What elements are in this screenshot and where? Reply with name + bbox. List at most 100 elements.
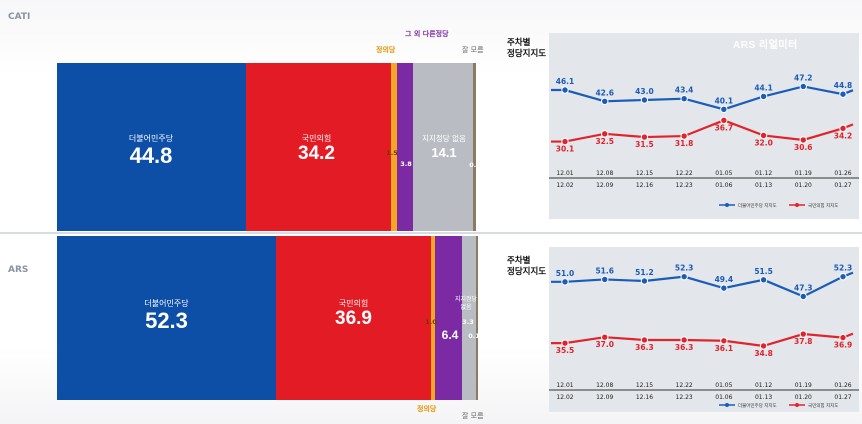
legend-label: 더불어민주당 지지도 [738, 402, 777, 409]
line-chart-bottom: 51.0 51.6 51.2 52.3 49.4 51.5 47.3 52.3 35.5 37.0… [549, 264, 859, 409]
ars-stacked-bar: 더불어민주당 52.3 국민의힘 36.9 1.0 6.4 지지정당 없음 3.… [57, 236, 480, 400]
data-label: 44.8 [834, 81, 853, 90]
data-point [561, 339, 569, 347]
x-tick-label: 12.23 [676, 394, 693, 401]
data-point [839, 90, 847, 98]
callout-justice: 정의당 [376, 46, 396, 54]
x-tick-label: 01.26 [834, 170, 851, 177]
bar-segment-justice [390, 63, 397, 231]
data-label: 35.5 [556, 346, 575, 355]
legend-label: 국민의힘 지지도 [808, 202, 838, 209]
data-point [759, 131, 768, 140]
data-label: 34.8 [754, 349, 773, 358]
segment-value-justice: 1.5 [386, 149, 398, 157]
data-label: 52.3 [834, 264, 853, 273]
legend-label: 더불어민주당 지지도 [738, 202, 777, 209]
data-point [799, 136, 807, 144]
x-tick-label: 01.12 [755, 382, 772, 389]
bar-segment-dont-know [472, 63, 476, 231]
data-point [601, 275, 609, 284]
data-point [680, 95, 688, 103]
segment-value-no-party: 14.1 [431, 145, 457, 160]
data-point [561, 137, 569, 146]
x-tick-label: 12.15 [636, 170, 653, 177]
data-point [640, 336, 649, 344]
x-tick-label: 01.19 [795, 382, 812, 389]
line-panel-top: 46.1 42.6 43.0 43.4 40.1 44.1 47.2 44.8 30.1 32.5… [549, 33, 859, 219]
segment-value-dont-know: 0.1 [468, 332, 480, 340]
data-label: 36.3 [635, 343, 654, 352]
cati-stacked-bar: 더불어민주당 44.8 국민의힘 34.2 1.5 3.8 지지정당 없음 14… [57, 63, 481, 231]
line-panel-bottom: 51.0 51.6 51.2 52.3 49.4 51.5 47.3 52.3 35.5 37.0… [549, 247, 859, 412]
x-tick-label: 01.06 [715, 182, 732, 189]
data-point [759, 342, 768, 350]
brand-label: ARS 리얼미터 [733, 40, 798, 51]
data-point [720, 105, 728, 114]
data-point [799, 330, 807, 338]
x-tick-label: 12.16 [636, 182, 653, 189]
bar-segment-other-party [434, 236, 462, 400]
x-tick-label: 01.13 [755, 394, 772, 401]
x-tick-label: 12.09 [596, 394, 613, 401]
x-tick-label: 12.22 [676, 170, 693, 177]
data-point [601, 130, 609, 138]
x-tick-label: 01.20 [795, 394, 812, 401]
segment-label-no-party: 지지정당 없음 [454, 296, 478, 311]
data-label: 51.2 [635, 268, 654, 277]
segment-value-no-party: 3.3 [462, 318, 474, 326]
legend-swatch-dot [725, 403, 729, 407]
data-label: 36.9 [834, 341, 853, 350]
x-tick-label: 12.02 [556, 182, 573, 189]
x-tick-label: 01.12 [755, 170, 772, 177]
data-label: 51.0 [556, 269, 575, 278]
data-label: 40.1 [715, 96, 734, 105]
segment-value-justice: 1.0 [425, 318, 437, 326]
segment-label-ppp: 국민의힘 [301, 134, 332, 143]
section-divider [0, 232, 862, 234]
callout-dont-know: 잘 모름 [462, 46, 484, 54]
data-label: 42.6 [595, 88, 614, 97]
segment-value-other-party: 6.4 [441, 328, 459, 342]
segment-label-ppp: 국민의힘 [338, 299, 369, 308]
data-label: 37.8 [794, 337, 813, 346]
legend-swatch-dot [795, 203, 799, 207]
legend-swatch-dot [795, 403, 799, 407]
callout-other-party: 그 외 다른정당 [405, 30, 449, 38]
data-point [640, 96, 649, 104]
x-tick-label: 12.08 [596, 382, 613, 389]
bar-segment-ppp [276, 236, 431, 400]
data-point [839, 272, 847, 281]
x-tick-label: 01.27 [834, 394, 851, 401]
data-label: 47.2 [794, 73, 813, 82]
bar-segment-justice [430, 236, 435, 400]
x-tick-label: 01.06 [715, 394, 732, 401]
x-tick-label: 12.01 [556, 382, 573, 389]
callout-dont-know: 잘 모름 [462, 412, 484, 420]
data-label: 51.5 [754, 267, 773, 276]
bar-segment-other-party [397, 63, 414, 231]
segment-value-democratic: 44.8 [129, 143, 173, 168]
data-label: 36.3 [675, 343, 694, 352]
data-label: 32.5 [595, 137, 614, 146]
bar-segment-dont-know [475, 236, 478, 400]
x-tick-label: 12.15 [636, 382, 653, 389]
data-point [839, 333, 847, 342]
segment-value-democratic: 52.3 [145, 308, 188, 333]
line-chart-top: 46.1 42.6 43.0 43.4 40.1 44.1 47.2 44.8 30.1 32.5… [549, 73, 859, 209]
data-label: 31.8 [675, 139, 694, 148]
segment-value-dont-know: 0.8 [469, 161, 481, 169]
series-line-1 [551, 332, 854, 348]
data-point [680, 132, 688, 140]
x-tick-label: 12.01 [556, 170, 573, 177]
segment-value-ppp: 36.9 [335, 308, 372, 329]
data-label: 30.6 [794, 143, 813, 152]
x-tick-label: 01.13 [755, 182, 772, 189]
data-label: 36.1 [715, 344, 734, 353]
data-point [640, 277, 649, 285]
data-label: 47.3 [794, 283, 813, 292]
data-point [561, 278, 569, 286]
data-label: 44.1 [754, 83, 773, 92]
data-label: 49.4 [715, 275, 734, 284]
series-line-0 [551, 85, 854, 111]
data-point [640, 133, 649, 141]
